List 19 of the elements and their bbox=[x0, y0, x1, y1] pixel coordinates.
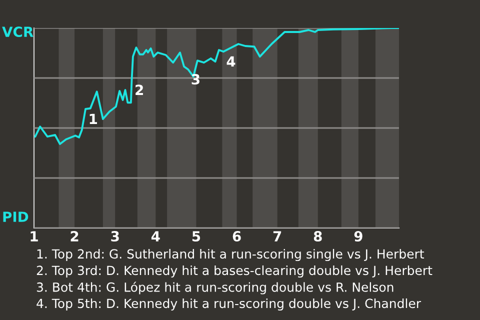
annotation: 4 bbox=[226, 56, 236, 67]
annotation: 2 bbox=[136, 84, 143, 95]
x-tick-label: 9 bbox=[354, 231, 362, 242]
x-tick-label: 4 bbox=[151, 231, 160, 242]
annotation: 3 bbox=[192, 74, 200, 85]
x-tick-label: 6 bbox=[232, 231, 241, 242]
text: 4. Top 5th: D. Kennedy hit a run-scoring double vs J. Chandler bbox=[36, 298, 422, 311]
x-tick-label: 5 bbox=[192, 231, 200, 242]
text: VCR bbox=[2, 26, 34, 38]
x-tick-label: 1 bbox=[30, 231, 38, 242]
x-tick-label: 3 bbox=[111, 231, 119, 242]
x-tick-label: 8 bbox=[314, 231, 322, 242]
text: 2. Top 3rd: D. Kennedy hit a bases-clearing double vs J. Herbert bbox=[36, 265, 432, 278]
annotation: 1 bbox=[90, 114, 97, 124]
x-tick-label: 7 bbox=[273, 231, 282, 242]
x-tick-label: 2 bbox=[70, 231, 78, 242]
text: PID bbox=[3, 212, 28, 222]
text: 3. Bot 4th: G. López hit a run-scoring double vs R. Nelson bbox=[36, 282, 394, 294]
text: 1. Top 2nd: G. Sutherland hit a run-scoring single vs J. Herbert bbox=[37, 248, 424, 262]
